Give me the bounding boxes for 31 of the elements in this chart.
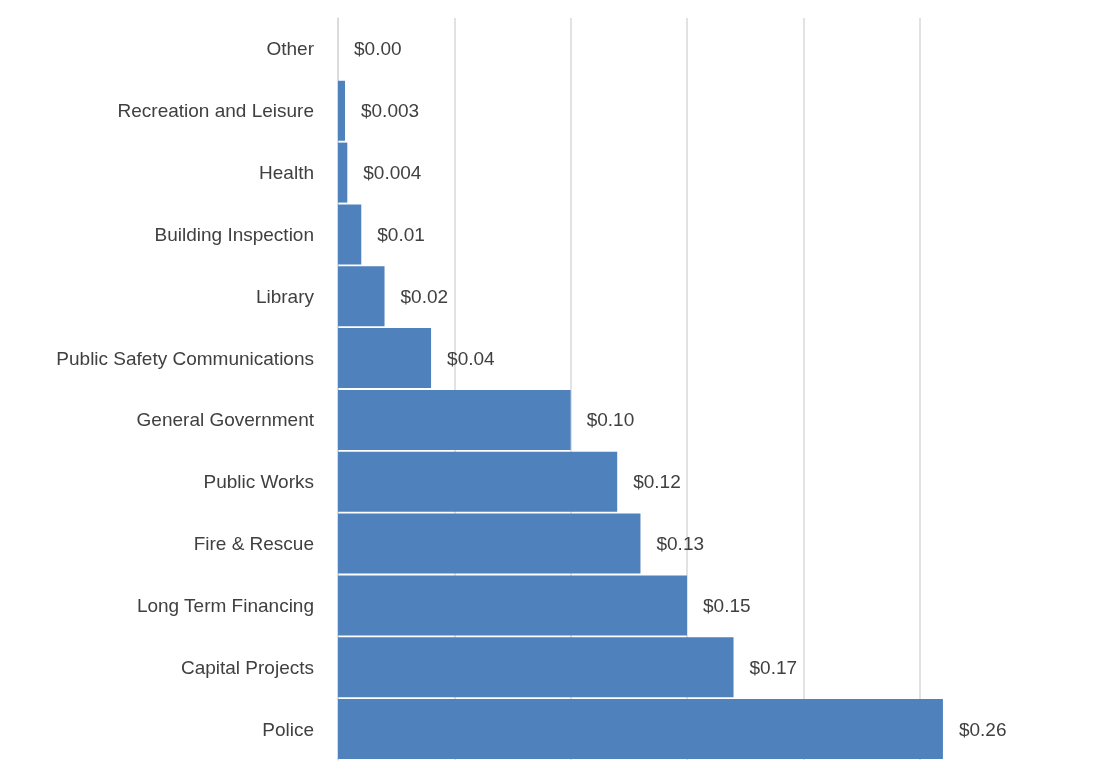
bar bbox=[338, 451, 618, 512]
data-label: $0.04 bbox=[447, 347, 496, 369]
y-tick-label: Capital Projects bbox=[180, 656, 314, 678]
y-tick-label: Fire & Rescue bbox=[193, 533, 314, 555]
y-tick-label: Public Safety Communications bbox=[56, 347, 314, 369]
y-tick-label: Building Inspection bbox=[154, 223, 314, 245]
y-tick-label: Public Works bbox=[203, 471, 314, 493]
data-label: $0.02 bbox=[400, 285, 449, 307]
bar bbox=[338, 389, 571, 450]
data-label: $0.004 bbox=[363, 162, 422, 184]
data-label: $0.13 bbox=[656, 533, 705, 555]
y-tick-label: General Government bbox=[136, 409, 315, 431]
bar bbox=[338, 266, 385, 327]
y-tick-label: Police bbox=[262, 718, 314, 740]
data-label: $0.003 bbox=[360, 100, 420, 122]
y-tick-label: Long Term Financing bbox=[136, 594, 314, 616]
data-label: $0.10 bbox=[586, 409, 635, 431]
bar bbox=[338, 699, 943, 760]
data-label: $0.15 bbox=[703, 594, 751, 616]
y-tick-label: Recreation and Leisure bbox=[117, 100, 314, 122]
bar bbox=[338, 328, 432, 389]
data-label: $0.00 bbox=[354, 38, 402, 60]
bar bbox=[338, 637, 734, 698]
bar bbox=[338, 80, 345, 141]
data-label: $0.01 bbox=[377, 223, 425, 245]
y-tick-label: Library bbox=[255, 285, 315, 307]
y-tick-label: Health bbox=[259, 162, 314, 184]
data-label: $0.12 bbox=[633, 471, 681, 493]
data-label: $0.17 bbox=[749, 656, 798, 678]
data-label: $0.26 bbox=[958, 718, 1007, 740]
y-tick-label: Other bbox=[266, 38, 315, 60]
